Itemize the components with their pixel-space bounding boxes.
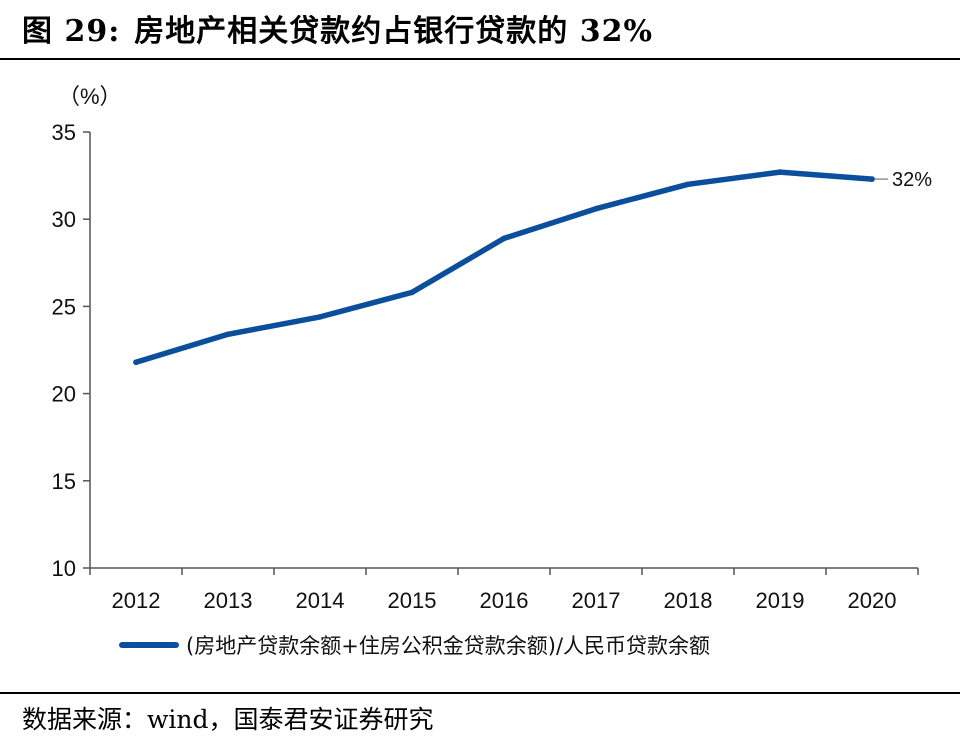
x-tick-label: 2019 <box>756 588 805 613</box>
figure-title: 图 29: 房地产相关贷款约占银行贷款的 32% <box>22 6 653 50</box>
y-axis: （%） 10 15 20 25 30 35 <box>52 84 122 581</box>
x-tick-label: 2012 <box>112 588 161 613</box>
data-point <box>869 176 875 182</box>
annotation-label: 32% <box>892 169 932 191</box>
legend-label: (房地产贷款余额+住房公积金贷款余额)/人民币贷款余额 <box>186 634 710 658</box>
y-tick-label: 20 <box>52 382 76 407</box>
y-tick-label: 25 <box>52 294 76 319</box>
x-tick-label: 2020 <box>848 588 897 613</box>
figure-number: 图 29: <box>22 14 121 49</box>
data-point <box>777 169 783 175</box>
x-tick-label: 2014 <box>296 588 345 613</box>
data-point <box>593 205 599 212</box>
data-point <box>317 314 323 320</box>
x-tick-label: 2016 <box>480 588 529 613</box>
data-point <box>501 235 507 242</box>
line-chart: （%） 10 15 20 25 30 35 2012 2013 2014 2015 2016 2017… <box>52 84 933 658</box>
x-axis: 2012 2013 2014 2015 2016 2017 2018 2019 2020 <box>89 567 919 613</box>
source-rule <box>0 692 960 694</box>
plot-area: 32% <box>133 169 932 366</box>
x-tick-label: 2017 <box>572 588 621 613</box>
title-rule <box>0 58 960 60</box>
y-tick-label: 15 <box>52 469 76 494</box>
x-tick-label: 2015 <box>388 588 437 613</box>
source-note: 数据来源：wind，国泰君安证券研究 <box>22 705 434 734</box>
x-tick-label: 2013 <box>204 588 253 613</box>
legend: (房地产贷款余额+住房公积金贷款余额)/人民币贷款余额 <box>119 634 710 658</box>
series-line <box>133 169 875 365</box>
x-tick-label: 2018 <box>664 588 713 613</box>
data-point <box>225 331 231 338</box>
data-point <box>685 181 691 188</box>
y-tick-label: 35 <box>52 120 76 145</box>
y-unit-label: （%） <box>58 84 122 109</box>
y-tick-label: 30 <box>52 207 76 232</box>
figure-title-text: 房地产相关贷款约占银行贷款的 32% <box>134 14 653 49</box>
y-tick-label: 10 <box>52 556 76 581</box>
data-point <box>409 289 415 296</box>
data-point <box>133 359 139 366</box>
